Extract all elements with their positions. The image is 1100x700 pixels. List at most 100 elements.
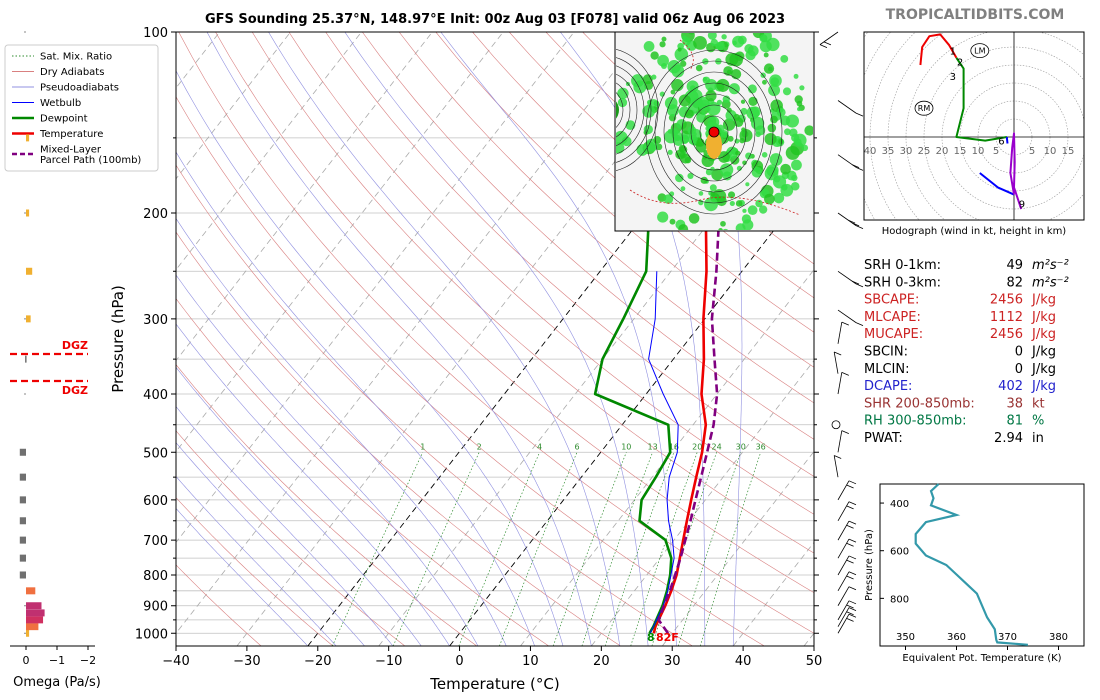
skew-x-tick-label: 10 bbox=[522, 654, 539, 669]
skew-x-tick-label: −10 bbox=[375, 654, 402, 669]
dry-adiabat-line bbox=[176, 231, 621, 646]
precip-cell bbox=[704, 197, 718, 212]
skew-x-label: Temperature (°C) bbox=[429, 675, 559, 693]
pseudoadiabat-line bbox=[176, 151, 535, 646]
omega-bar bbox=[19, 473, 26, 481]
mixing-ratio-line bbox=[581, 452, 653, 646]
precip-cell bbox=[716, 99, 723, 105]
skew-x-tick-label: 0 bbox=[455, 654, 463, 669]
precip-cell bbox=[791, 174, 798, 182]
wind-barb bbox=[833, 351, 842, 374]
precip-cell bbox=[751, 166, 763, 178]
wind-barb bbox=[837, 600, 857, 621]
precip-cell bbox=[793, 73, 799, 79]
hodograph-height-label: 9 bbox=[1019, 200, 1025, 211]
omega-bar bbox=[19, 571, 26, 579]
dgz-label: DGZ bbox=[62, 384, 88, 397]
precip-cell bbox=[785, 114, 799, 128]
skew-y-tick-label: 900 bbox=[143, 600, 168, 615]
index-label: DCAPE: bbox=[864, 379, 912, 394]
precip-cell bbox=[804, 125, 813, 136]
precip-cell bbox=[742, 160, 747, 166]
precip-cell bbox=[678, 94, 691, 107]
dry-adiabat-line bbox=[288, 32, 814, 515]
index-label: MLCIN: bbox=[864, 362, 909, 377]
isobar-contour bbox=[681, 93, 747, 171]
index-value: 82 bbox=[1006, 275, 1023, 290]
theta-e-x-tick-label: 360 bbox=[947, 632, 966, 643]
legend-label: Parcel Path (100mb) bbox=[40, 155, 141, 166]
omega-bar bbox=[26, 616, 44, 624]
omega-bar bbox=[26, 315, 31, 323]
index-value: 0 bbox=[1015, 345, 1023, 360]
pseudoadiabat-line bbox=[176, 323, 450, 646]
figure-title: GFS Sounding 25.37°N, 148.97°E Init: 00z… bbox=[205, 12, 785, 27]
precip-cell bbox=[720, 220, 726, 227]
precip-cell bbox=[716, 78, 730, 92]
omega-bar bbox=[25, 355, 27, 363]
dry-adiabat-line bbox=[178, 32, 814, 634]
pseudoadiabat-line bbox=[176, 274, 479, 646]
mixing-ratio-label: 16 bbox=[669, 442, 679, 451]
storm-motion-marker bbox=[914, 100, 934, 116]
legend-label: Temperature bbox=[39, 129, 103, 140]
precip-cell bbox=[715, 41, 725, 51]
omega-bar bbox=[26, 609, 45, 617]
precip-cell bbox=[780, 163, 791, 175]
index-row: MLCIN: 0 J/kg bbox=[864, 362, 1056, 377]
omega-bar bbox=[19, 448, 26, 456]
precip-cell bbox=[667, 149, 673, 155]
precip-cell bbox=[707, 33, 717, 40]
omega-bar bbox=[19, 496, 26, 504]
precip-cell bbox=[659, 41, 666, 48]
series-dewpoint bbox=[593, 32, 673, 634]
mixing-ratio-line bbox=[331, 452, 424, 646]
precip-cell bbox=[770, 115, 778, 124]
coastline bbox=[679, 39, 694, 71]
precip-cell bbox=[750, 116, 765, 130]
index-unit: m²s⁻² bbox=[1032, 275, 1069, 290]
hodograph-height-label: 6 bbox=[998, 137, 1004, 148]
precip-cell bbox=[702, 76, 711, 85]
index-label: MUCAPE: bbox=[864, 327, 923, 342]
index-label: MLCAPE: bbox=[864, 310, 921, 325]
precip-cell bbox=[674, 134, 681, 142]
omega-bar bbox=[26, 134, 30, 142]
precip-cell bbox=[773, 192, 785, 204]
hodograph-height-label: 1 bbox=[950, 47, 956, 58]
mixing-ratio-line bbox=[392, 452, 480, 646]
legend-label: Wetbulb bbox=[40, 98, 81, 109]
index-label: PWAT: bbox=[864, 431, 903, 446]
dry-adiabat-line bbox=[251, 32, 814, 554]
precip-cell bbox=[663, 194, 674, 204]
wind-barb bbox=[837, 212, 864, 229]
skew-y-tick-label: 500 bbox=[143, 446, 168, 461]
watermark-text: TROPICALTIDBITS.COM bbox=[886, 7, 1065, 23]
legend-label: Pseudoadiabats bbox=[40, 83, 119, 94]
precip-cell bbox=[687, 172, 694, 179]
precip-cell bbox=[661, 36, 667, 42]
index-unit: J/kg bbox=[1031, 293, 1056, 308]
precip-cell bbox=[790, 181, 800, 191]
skew-y-tick-label: 600 bbox=[143, 494, 168, 509]
precip-cell bbox=[651, 74, 657, 80]
precip-cell bbox=[797, 107, 802, 112]
index-label: SHR 200-850mb: bbox=[864, 396, 975, 411]
wind-barb bbox=[837, 309, 864, 327]
wind-barb bbox=[837, 520, 857, 541]
skew-y-tick-label: 400 bbox=[143, 388, 168, 403]
wind-barb bbox=[837, 607, 857, 627]
wind-barb bbox=[837, 321, 849, 344]
skew-y-tick-label: 300 bbox=[143, 313, 168, 328]
hodograph-ring-label: 5 bbox=[1029, 146, 1035, 157]
index-row: SRH 0-1km: 49 m²s⁻² bbox=[864, 258, 1069, 273]
pseudoadiabat-line bbox=[344, 32, 649, 646]
precip-cell bbox=[745, 152, 753, 160]
precip-cell bbox=[742, 208, 747, 213]
isotherm-line bbox=[176, 32, 575, 544]
index-row: MLCAPE: 1112 J/kg bbox=[864, 310, 1056, 325]
dry-adiabat-line bbox=[176, 96, 765, 646]
omega-bar bbox=[19, 517, 26, 525]
theta-e-line bbox=[914, 483, 1028, 646]
